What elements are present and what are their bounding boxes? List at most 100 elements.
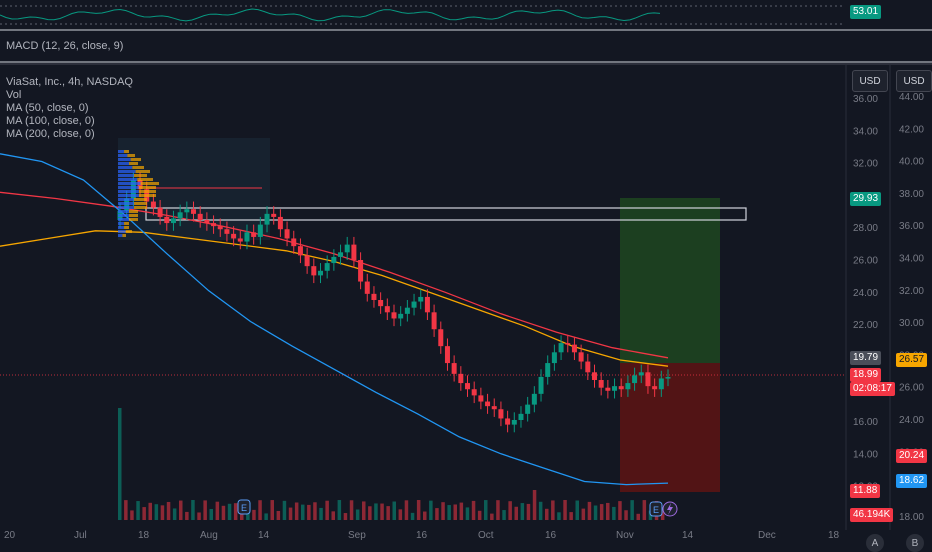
volume-bar: [301, 504, 305, 520]
price-tick-left: 36.00: [853, 94, 878, 105]
candle-body: [598, 380, 604, 388]
volume-bar: [355, 509, 360, 520]
candle-body: [431, 312, 437, 330]
time-tick: Dec: [758, 530, 776, 541]
price-tick-left: 14.00: [853, 449, 878, 460]
event-label-2: E: [653, 505, 659, 515]
profile-bar-buy: [118, 230, 126, 233]
volume-bar: [270, 500, 274, 520]
profile-bar-buy: [118, 174, 134, 177]
candle-body: [378, 300, 384, 307]
profile-bar-sell: [138, 186, 156, 189]
profile-bar-sell: [132, 166, 144, 169]
auto-scale-button[interactable]: A: [866, 534, 884, 552]
volume-bar: [612, 506, 616, 520]
volume-bar: [288, 507, 293, 520]
volume-bar: [227, 503, 232, 520]
volume-bar: [514, 506, 518, 520]
candle-body: [612, 386, 618, 391]
profile-bar-sell: [129, 214, 138, 217]
price-tick-right: 18.00: [899, 512, 924, 523]
stop-price-tag: 11.88: [850, 484, 881, 498]
candle-body: [191, 209, 197, 214]
candle-body: [331, 256, 337, 264]
time-tick: 18: [138, 530, 150, 541]
volume-bar: [368, 506, 372, 520]
profile-bar-buy: [118, 218, 129, 221]
profile-bar-buy: [118, 150, 125, 153]
volume-bar: [435, 508, 439, 520]
volume-bar: [642, 500, 647, 520]
candle-body: [277, 216, 283, 230]
volume-bar: [154, 504, 159, 520]
candle-body: [645, 372, 651, 387]
bar-countdown: 02:08:17: [850, 382, 895, 396]
volume-bar: [362, 501, 366, 520]
legend-volume[interactable]: Vol: [6, 89, 22, 101]
ma200-line: [0, 153, 669, 486]
profile-bar-sell: [138, 190, 156, 193]
volume-bar: [575, 500, 579, 520]
candle-body: [618, 386, 624, 390]
profile-bar-buy: [118, 178, 138, 181]
price-tick-right: 42.00: [899, 124, 924, 135]
candle-body: [505, 418, 511, 425]
volume-bar: [197, 512, 201, 520]
profile-bar-buy: [118, 170, 136, 173]
volume-bar: [130, 510, 134, 520]
earnings-icon-1[interactable]: E: [237, 499, 251, 515]
candle-body: [451, 363, 457, 374]
candles: [117, 172, 671, 433]
legend-ma50[interactable]: MA (50, close, 0): [6, 102, 89, 114]
candle-body: [424, 296, 430, 313]
candle-body: [358, 260, 364, 282]
volume-bar: [160, 505, 165, 520]
currency-button-left[interactable]: USD: [852, 70, 888, 92]
currency-button-right[interactable]: USD: [896, 70, 932, 92]
candle-body: [565, 343, 571, 345]
volume-bar: [520, 503, 525, 520]
profile-bar-buy: [118, 186, 139, 189]
price-axis-left: 36.0034.0032.0030.0028.0026.0024.0022.00…: [853, 94, 878, 493]
candle-body: [364, 281, 370, 294]
volume-bar: [233, 503, 238, 520]
price-tick-left: 28.00: [853, 223, 878, 234]
legend-ma100[interactable]: MA (100, close, 0): [6, 115, 95, 127]
profile-bar-buy: [118, 226, 125, 229]
candle-body: [625, 383, 631, 390]
candle-body: [578, 352, 584, 362]
volume-bar: [307, 504, 311, 520]
volume-tag: 46.194K: [850, 508, 894, 522]
volume-bar: [166, 501, 171, 520]
candle-body: [164, 216, 170, 224]
volume-bar: [215, 501, 220, 520]
price-tick-right: 32.00: [899, 286, 924, 297]
symbol-title[interactable]: ViaSat, Inc., 4h, NASDAQ: [6, 76, 133, 88]
legend-ma200[interactable]: MA (200, close, 0): [6, 128, 95, 140]
profile-bar-buy: [118, 182, 141, 185]
candle-body: [291, 238, 297, 247]
volume-bar: [545, 508, 549, 520]
candle-body: [338, 252, 344, 257]
time-tick: Oct: [478, 530, 494, 541]
candle-body: [465, 383, 471, 390]
volume-bar: [660, 507, 665, 520]
time-tick: 20: [4, 530, 16, 541]
profile-bar-sell: [129, 218, 138, 221]
candle-body: [398, 313, 404, 319]
candle-body: [231, 233, 237, 239]
volume-bar: [441, 502, 445, 520]
candle-body: [384, 306, 390, 313]
macd-label: MACD (12, 26, close, 9): [6, 40, 124, 52]
candle-body: [150, 201, 156, 208]
log-scale-button[interactable]: B: [906, 534, 924, 552]
volume-bar: [325, 500, 329, 520]
lightning-icon[interactable]: [662, 501, 678, 517]
volume-bar: [136, 501, 140, 520]
candle-body: [531, 393, 537, 405]
earnings-icon-2[interactable]: E: [649, 501, 663, 517]
price-tick-left: 24.00: [853, 288, 878, 299]
volume-bar: [276, 510, 281, 520]
profile-bar-buy: [118, 214, 129, 217]
